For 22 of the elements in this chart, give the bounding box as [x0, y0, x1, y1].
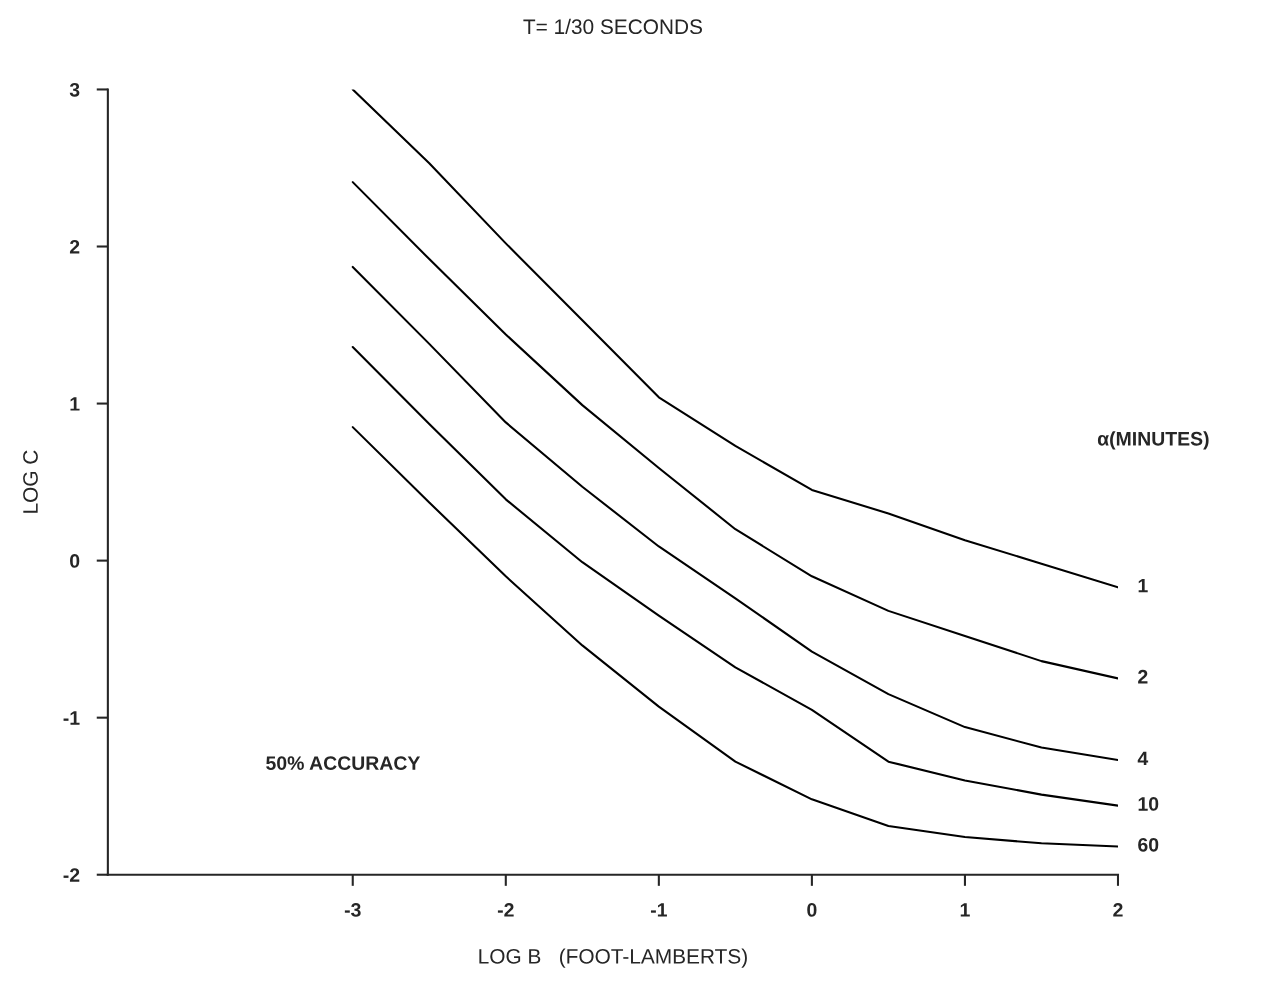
y-tick-label: 0: [70, 554, 80, 568]
series-label: 60: [1138, 837, 1159, 852]
y-tick-label: -1: [63, 711, 80, 725]
x-tick-label: 2: [1113, 903, 1123, 917]
x-tick-label: -3: [344, 903, 361, 917]
y-tick-label: 1: [70, 397, 80, 411]
x-tick-label: 1: [960, 903, 970, 917]
y-axis-title: LOG C: [23, 450, 38, 513]
series-label: 4: [1137, 751, 1149, 766]
x-axis-title: LOG B (FOOT-LAMBERTS): [479, 948, 747, 968]
series-label: 1: [1138, 578, 1148, 593]
x-tick-label: 0: [807, 903, 817, 917]
series-label: 2: [1138, 669, 1148, 684]
x-tick-label: -1: [650, 903, 667, 917]
chart-title: T= 1/30 SECONDS: [523, 18, 702, 35]
series-label: 10: [1138, 797, 1159, 811]
legend-title: α(MINUTES): [1097, 431, 1209, 450]
annotation: 50% ACCURACY: [266, 756, 421, 770]
y-tick-label: 3: [69, 82, 80, 97]
x-tick-label: -2: [497, 903, 514, 917]
y-tick-label: -2: [63, 868, 80, 882]
y-tick-label: 2: [69, 239, 80, 254]
